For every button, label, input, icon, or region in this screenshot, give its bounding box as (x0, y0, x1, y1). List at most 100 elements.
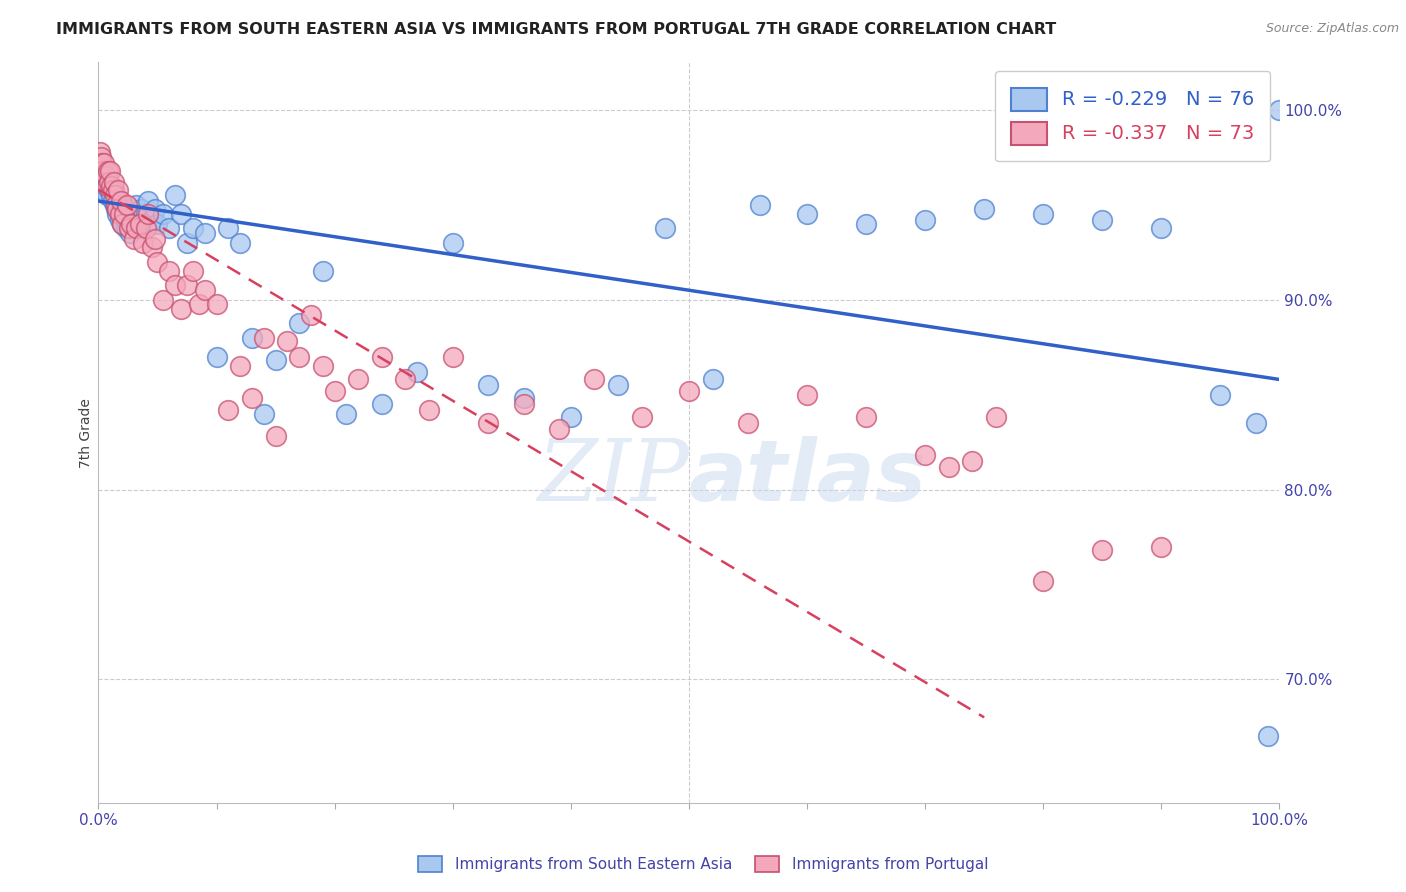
Point (115, 207, 138, 221)
Point (630, 410, 652, 425)
Point (125, 198, 148, 212)
Point (105, 202, 128, 216)
Point (560, 410, 582, 425)
Point (678, 384, 700, 398)
Point (118, 220, 141, 235)
Point (91, 175, 114, 189)
Point (1091, 543, 1114, 558)
Point (136, 194, 159, 208)
Point (103, 183, 125, 197)
Point (122, 232, 145, 246)
Point (121, 217, 143, 231)
Point (312, 264, 335, 278)
Point (120, 227, 142, 241)
Point (152, 207, 174, 221)
Point (165, 277, 187, 292)
Point (96, 188, 118, 202)
Point (702, 372, 724, 386)
Point (90, 150, 112, 164)
Point (737, 416, 759, 430)
Point (152, 293, 174, 307)
Point (1091, 213, 1114, 227)
Point (94, 169, 117, 184)
Point (371, 350, 394, 364)
Point (98, 175, 121, 189)
Point (98, 183, 121, 197)
Point (229, 235, 252, 250)
Point (477, 378, 499, 392)
Point (143, 202, 166, 216)
Point (276, 334, 298, 349)
Point (91, 156, 114, 170)
Point (796, 207, 818, 221)
Point (583, 372, 606, 386)
Point (654, 220, 676, 235)
Point (205, 350, 228, 364)
Point (170, 207, 193, 221)
Point (118, 220, 141, 235)
Point (796, 387, 818, 401)
Point (115, 198, 138, 212)
Point (229, 359, 252, 374)
Point (97, 173, 120, 187)
Point (97, 163, 120, 178)
Point (96, 178, 118, 193)
Point (128, 217, 150, 231)
Text: Source: ZipAtlas.com: Source: ZipAtlas.com (1265, 22, 1399, 36)
Point (105, 198, 128, 212)
Point (748, 198, 770, 212)
Point (132, 220, 155, 235)
Point (441, 235, 464, 250)
Point (512, 397, 534, 411)
Point (101, 183, 124, 197)
Point (129, 202, 152, 216)
Point (240, 392, 263, 406)
Point (101, 194, 124, 208)
Point (104, 188, 127, 202)
Point (1257, 730, 1279, 744)
Point (132, 235, 155, 250)
Text: ZIP: ZIP (537, 435, 689, 518)
Point (181, 264, 204, 278)
Point (217, 402, 239, 417)
Point (477, 416, 499, 430)
Point (107, 183, 129, 197)
Point (128, 217, 150, 231)
Point (181, 220, 204, 235)
Point (1268, 103, 1291, 117)
Point (406, 365, 429, 379)
Point (394, 372, 416, 386)
Point (312, 359, 335, 374)
Point (288, 316, 311, 330)
Point (107, 192, 129, 206)
Point (347, 372, 370, 386)
Legend: R = -0.229   N = 76, R = -0.337   N = 73: R = -0.229 N = 76, R = -0.337 N = 73 (995, 71, 1271, 161)
Point (1032, 574, 1054, 588)
Point (100, 178, 122, 193)
Point (170, 302, 193, 317)
Point (94, 178, 117, 193)
Point (122, 213, 145, 227)
Point (117, 213, 139, 227)
Point (114, 220, 136, 235)
Point (1150, 540, 1173, 554)
Point (110, 198, 132, 212)
Point (299, 308, 322, 322)
Point (89, 145, 111, 159)
Point (112, 207, 135, 221)
Point (1209, 387, 1232, 401)
Point (194, 227, 217, 241)
Point (176, 235, 198, 250)
Point (141, 213, 163, 227)
Point (89, 160, 111, 174)
Point (323, 384, 346, 398)
Point (110, 194, 132, 208)
Point (105, 207, 128, 221)
Point (93, 156, 115, 170)
Point (335, 407, 357, 421)
Point (512, 392, 534, 406)
Point (93, 183, 115, 197)
Point (264, 429, 287, 443)
Point (125, 220, 148, 235)
Point (288, 350, 311, 364)
